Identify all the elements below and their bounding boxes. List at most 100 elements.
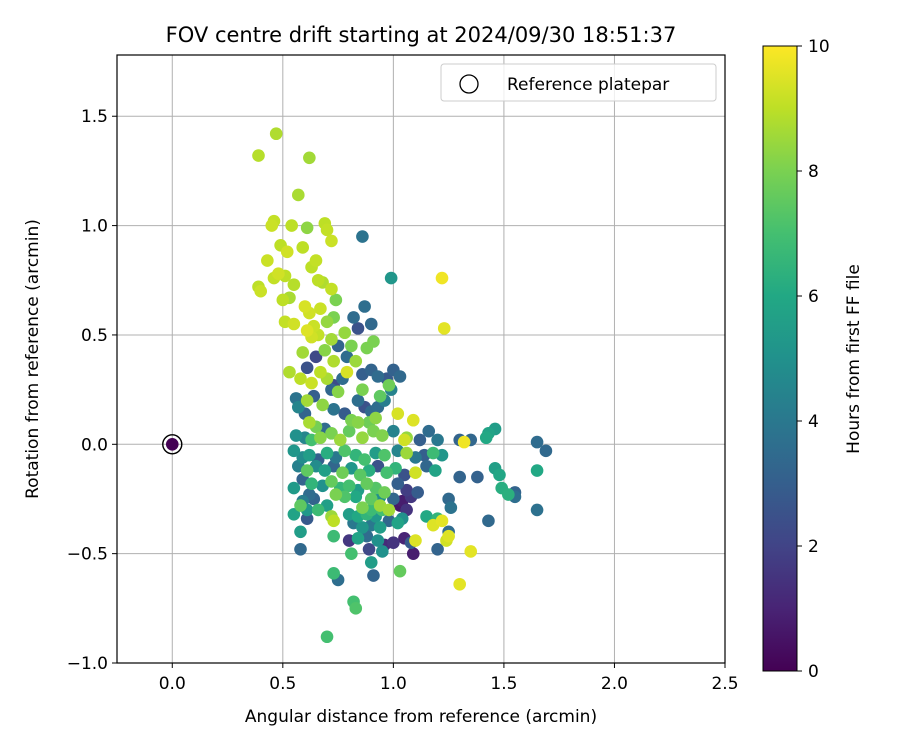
- data-point: [349, 490, 363, 504]
- data-point: [349, 354, 363, 368]
- data-point: [356, 230, 369, 243]
- data-point: [296, 241, 310, 254]
- data-point: [530, 503, 544, 517]
- data-point: [387, 536, 400, 550]
- data-point: [406, 547, 420, 560]
- data-point: [327, 354, 340, 368]
- data-point: [431, 542, 444, 556]
- data-point: [400, 446, 413, 460]
- data-point: [471, 470, 484, 484]
- data-point: [252, 149, 265, 162]
- x-tick-label: 1.5: [490, 674, 517, 694]
- data-point: [391, 407, 405, 420]
- data-point: [364, 317, 378, 331]
- data-point: [364, 492, 378, 506]
- data-point: [429, 464, 442, 477]
- data-point: [356, 501, 369, 515]
- colorbar-tick-label: 6: [808, 287, 819, 307]
- data-point: [382, 503, 396, 517]
- x-tick-label: 2.0: [601, 674, 628, 694]
- data-point: [325, 234, 338, 248]
- data-point: [482, 514, 495, 528]
- colorbar-tick-label: 10: [808, 37, 830, 57]
- reference-marker-group: [162, 434, 183, 455]
- colorbar-gradient: [762, 45, 798, 672]
- data-point: [345, 339, 358, 353]
- data-point: [327, 567, 340, 580]
- data-point: [287, 317, 301, 331]
- data-point: [320, 630, 334, 644]
- data-point: [376, 545, 389, 558]
- colorbar-label: Hours from first FF file: [844, 264, 864, 454]
- data-point: [314, 431, 327, 445]
- data-point: [338, 326, 352, 340]
- data-point: [371, 370, 385, 383]
- data-point: [272, 267, 285, 281]
- data-point: [300, 324, 314, 337]
- data-point: [276, 293, 290, 307]
- data-point: [291, 400, 305, 414]
- data-point: [300, 361, 314, 375]
- data-point: [420, 510, 433, 523]
- data-point: [305, 376, 318, 390]
- data-point: [294, 542, 307, 556]
- y-tick-label: 0.5: [81, 326, 108, 346]
- colorbar-tick-label: 4: [808, 412, 819, 432]
- data-point: [316, 398, 329, 412]
- data-point: [331, 385, 345, 399]
- colorbar-ticks: 0 2 4 6 8 10: [797, 37, 830, 682]
- data-point: [294, 525, 307, 539]
- data-point: [285, 219, 298, 232]
- legend: Reference platepar: [440, 63, 717, 102]
- data-point: [296, 346, 310, 359]
- data-point: [431, 433, 444, 447]
- data-point: [261, 254, 274, 267]
- data-point: [320, 223, 334, 237]
- data-point: [287, 278, 301, 291]
- data-point: [254, 284, 268, 298]
- data-point: [435, 514, 449, 528]
- data-point: [309, 350, 323, 364]
- data-point: [294, 372, 307, 385]
- data-point: [269, 127, 283, 141]
- data-point: [373, 389, 387, 403]
- data-point: [378, 486, 391, 499]
- data-point: [398, 433, 411, 447]
- data-point: [351, 322, 365, 335]
- data-point: [378, 448, 391, 462]
- data-point: [382, 378, 396, 392]
- data-point: [369, 411, 382, 425]
- data-point: [345, 547, 358, 560]
- data-point: [311, 503, 325, 517]
- data-point: [409, 534, 422, 547]
- x-tick-label: 0.5: [269, 674, 296, 694]
- data-point: [325, 475, 338, 488]
- data-point: [362, 542, 376, 556]
- data-point: [360, 477, 374, 490]
- data-point: [327, 403, 340, 416]
- data-points: [252, 127, 553, 644]
- data-point: [287, 507, 301, 521]
- data-point: [320, 446, 334, 460]
- data-point: [305, 477, 318, 490]
- data-point: [435, 271, 449, 285]
- data-point: [479, 431, 493, 445]
- y-tick-label: −0.5: [67, 545, 108, 565]
- data-point: [303, 151, 316, 165]
- data-point: [398, 468, 411, 482]
- data-point: [329, 293, 343, 307]
- data-point: [309, 254, 323, 267]
- data-point: [283, 365, 296, 379]
- data-point: [400, 483, 413, 497]
- data-point: [342, 424, 356, 438]
- data-point: [376, 429, 389, 442]
- x-axis-label: Angular distance from reference (arcmin): [245, 707, 597, 727]
- chart-title: FOV centre drift starting at 2024/09/30 …: [166, 23, 677, 47]
- reference-point: [165, 437, 179, 451]
- data-point: [356, 383, 369, 396]
- data-point: [287, 481, 301, 495]
- reference-point-ring: [162, 434, 183, 455]
- data-point: [353, 468, 367, 482]
- data-point: [349, 602, 363, 615]
